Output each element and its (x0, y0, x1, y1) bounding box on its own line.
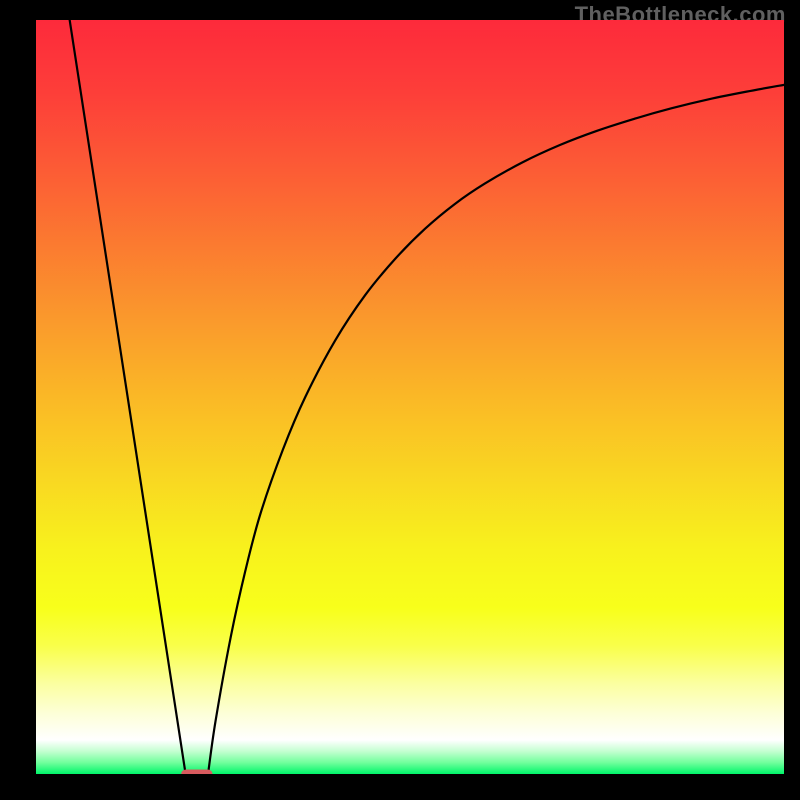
gradient-plot (36, 20, 784, 774)
gradient-background (36, 20, 784, 774)
bottleneck-marker (181, 769, 212, 774)
chart-container (36, 20, 784, 774)
